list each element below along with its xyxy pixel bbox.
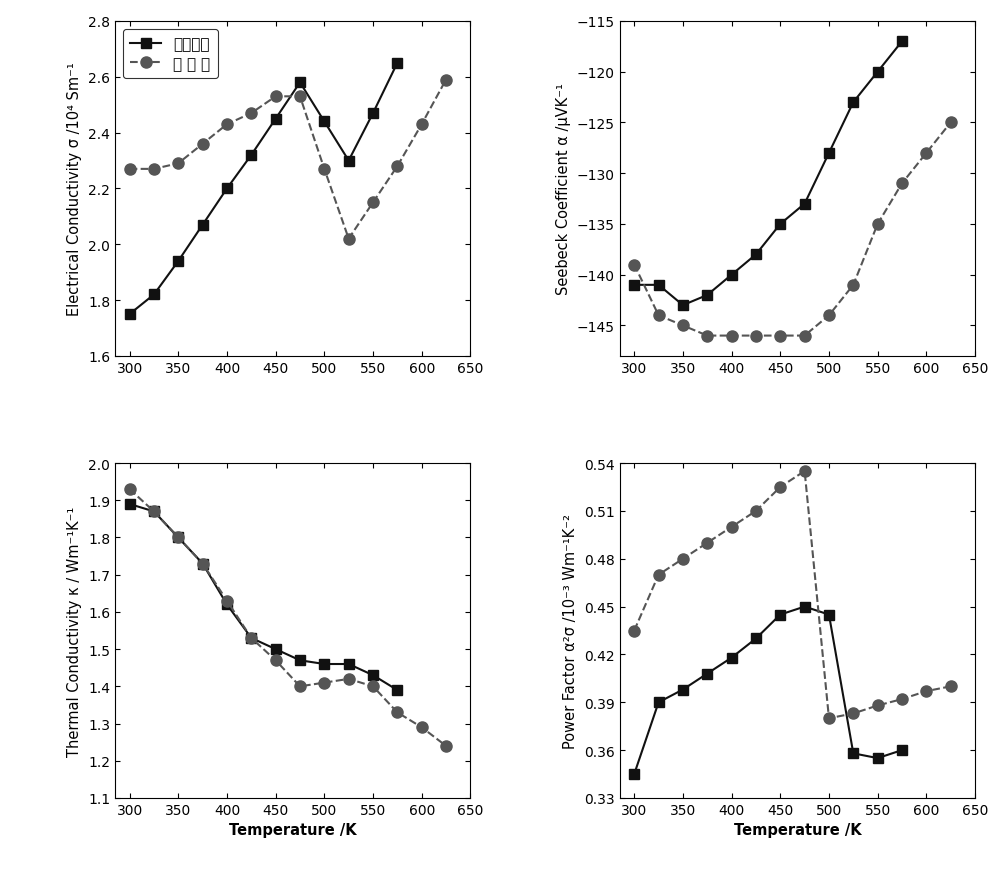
本 方 法 <box>148 164 160 175</box>
Line: 本 方 法: 本 方 法 <box>124 75 452 245</box>
本 方 法 <box>367 198 379 209</box>
Line: 传统方法: 传统方法 <box>125 59 402 319</box>
传统方法 <box>318 117 330 127</box>
传统方法 <box>367 109 379 119</box>
X-axis label: Temperature /K: Temperature /K <box>229 823 356 838</box>
Legend: 传统方法, 本 方 法: 传统方法, 本 方 法 <box>123 30 218 79</box>
Y-axis label: Power Factor α²σ /10⁻³ Wm⁻¹K⁻²: Power Factor α²σ /10⁻³ Wm⁻¹K⁻² <box>563 513 578 748</box>
本 方 法 <box>172 159 184 169</box>
传统方法 <box>197 220 209 231</box>
本 方 法 <box>294 92 306 103</box>
Y-axis label: Thermal Conductivity κ / Wm⁻¹K⁻¹: Thermal Conductivity κ / Wm⁻¹K⁻¹ <box>67 506 82 756</box>
本 方 法 <box>270 92 282 103</box>
传统方法 <box>172 256 184 267</box>
本 方 法 <box>391 161 403 172</box>
本 方 法 <box>343 234 355 245</box>
传统方法 <box>245 151 257 161</box>
Y-axis label: Electrical Conductivity σ /10⁴ Sm⁻¹: Electrical Conductivity σ /10⁴ Sm⁻¹ <box>67 62 82 316</box>
传统方法 <box>124 310 136 320</box>
传统方法 <box>294 78 306 89</box>
本 方 法 <box>318 164 330 175</box>
X-axis label: Temperature /K: Temperature /K <box>734 823 861 838</box>
本 方 法 <box>416 120 428 131</box>
Y-axis label: Seebeck Coefficient α /μVK⁻¹: Seebeck Coefficient α /μVK⁻¹ <box>556 83 571 295</box>
传统方法 <box>148 290 160 301</box>
传统方法 <box>221 184 233 195</box>
传统方法 <box>270 114 282 125</box>
传统方法 <box>391 59 403 69</box>
本 方 法 <box>221 120 233 131</box>
本 方 法 <box>440 75 452 86</box>
传统方法 <box>343 156 355 167</box>
本 方 法 <box>245 109 257 119</box>
本 方 法 <box>124 164 136 175</box>
本 方 法 <box>197 139 209 150</box>
